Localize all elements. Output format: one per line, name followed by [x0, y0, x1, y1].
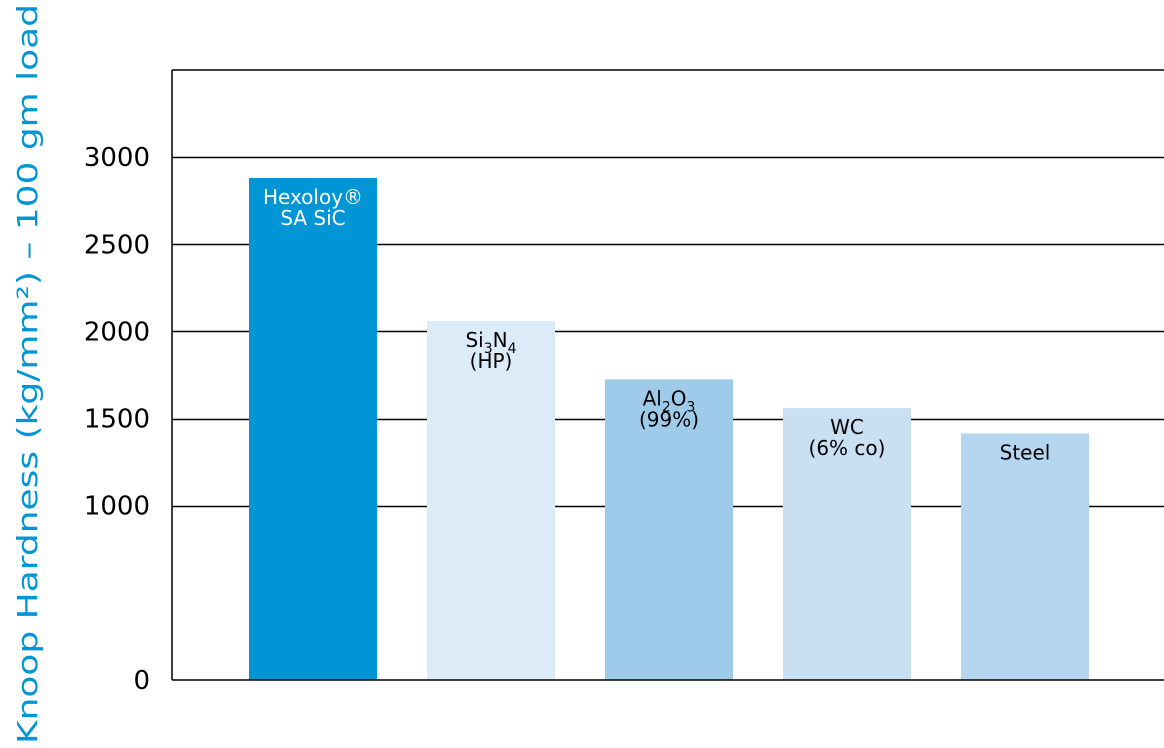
bar-label: Steel	[1000, 440, 1051, 464]
bars	[249, 178, 1089, 681]
bar	[249, 178, 377, 681]
bar-label: Hexoloy®	[263, 185, 363, 209]
bar-label: SA SiC	[280, 206, 345, 230]
y-tick-label: 1500	[84, 405, 150, 435]
bar-label: Al2O3	[643, 386, 696, 415]
y-tick-label: 1000	[84, 492, 150, 522]
y-tick-label: 0	[133, 666, 150, 696]
bar-label: (99%)	[639, 407, 699, 431]
bar-labels: Hexoloy®SA SiC Si3N4(HP) Al2O3(99%) WC(6% c…	[263, 185, 1050, 464]
y-tick-labels: 0 1000 1500 2000 2500 3000	[84, 143, 150, 696]
bar	[783, 408, 911, 680]
bar	[961, 433, 1089, 680]
bar-label: WC	[830, 415, 864, 439]
bar-label: (6% co)	[809, 436, 886, 460]
bar-label: (HP)	[470, 349, 513, 373]
y-tick-label: 3000	[84, 143, 150, 173]
bar	[605, 379, 733, 680]
axes	[171, 69, 1164, 681]
y-tick-label: 2000	[84, 317, 150, 347]
y-axis-label: Knoop Hardness (kg/mm²) – 100 gm load	[11, 4, 44, 744]
bar	[427, 320, 555, 680]
bar-label: Si3N4	[465, 328, 516, 357]
y-tick-label: 2500	[84, 230, 150, 260]
